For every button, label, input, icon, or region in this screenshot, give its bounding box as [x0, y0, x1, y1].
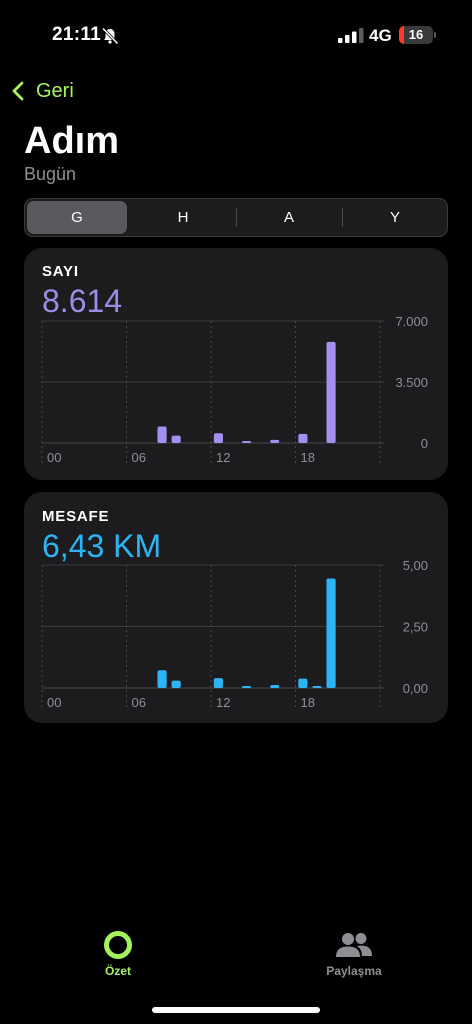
- back-label: Geri: [36, 79, 74, 102]
- bar: [298, 678, 308, 688]
- people-icon: [336, 933, 372, 957]
- activity-ring-icon: [104, 931, 132, 959]
- x-tick-label: 18: [301, 695, 315, 710]
- bar: [270, 685, 280, 688]
- bar: [213, 433, 223, 443]
- steps-value: 8.614: [42, 283, 123, 319]
- battery-fill: [399, 26, 405, 44]
- bar: [213, 678, 223, 688]
- distance-bar-chart: 5,00 2,50 0,00 00 06 12 18: [41, 558, 428, 710]
- x-tick-label: 06: [132, 450, 146, 465]
- x-tick-label: 06: [132, 695, 146, 710]
- segment-divider: [236, 208, 237, 227]
- distance-card[interactable]: MESAFE 6,43 KM 5,00 2,50 0,00 00 06 12 18: [24, 492, 448, 723]
- tab-summary-label: Özet: [104, 964, 131, 978]
- network-type: 4G: [369, 26, 392, 45]
- y-tick-label: 7.000: [395, 314, 428, 329]
- bar: [157, 670, 167, 688]
- bar: [312, 686, 322, 688]
- bar: [171, 435, 181, 443]
- cellular-signal-icon: [338, 28, 364, 43]
- page-title: Adım: [24, 120, 119, 162]
- steps-card-label: SAYI: [42, 263, 79, 280]
- segment-week[interactable]: H: [177, 209, 189, 226]
- bar: [326, 578, 336, 688]
- tab-sharing[interactable]: Paylaşma: [314, 930, 394, 978]
- bar: [298, 433, 308, 443]
- chevron-left-icon: [12, 81, 24, 101]
- y-tick-label: 2,50: [403, 620, 428, 635]
- status-bar: 21:11 4G 16: [0, 0, 472, 70]
- segment-month[interactable]: A: [283, 209, 294, 226]
- x-tick-label: 18: [301, 450, 315, 465]
- bar: [171, 680, 181, 688]
- bell-slash-icon: [101, 27, 119, 45]
- x-tick-label: 12: [216, 450, 230, 465]
- bar: [326, 341, 336, 443]
- tab-summary[interactable]: Özet: [86, 930, 150, 978]
- segment-year[interactable]: Y: [389, 209, 400, 226]
- bar: [241, 441, 252, 443]
- period-segmented-control: G H A Y: [24, 198, 448, 237]
- y-tick-label: 0,00: [403, 681, 428, 696]
- y-tick-label: 5,00: [403, 558, 428, 573]
- bar: [270, 439, 280, 443]
- distance-card-label: MESAFE: [42, 508, 110, 525]
- steps-card[interactable]: SAYI 8.614 7.000 3.500 0 00 06 12 18: [24, 248, 448, 480]
- battery-indicator: 16: [399, 26, 433, 44]
- x-tick-label: 12: [216, 695, 230, 710]
- tab-sharing-label: Paylaşma: [326, 964, 382, 978]
- page-subtitle: Bugün: [24, 164, 77, 184]
- x-tick-label: 00: [47, 450, 61, 465]
- segment-day[interactable]: G: [27, 201, 127, 234]
- back-button[interactable]: Geri: [8, 76, 74, 106]
- bar: [241, 686, 252, 688]
- distance-value: 6,43 KM: [42, 528, 162, 564]
- y-tick-label: 3.500: [395, 375, 428, 390]
- bar: [157, 426, 167, 443]
- battery-cap: [434, 32, 436, 38]
- segment-divider: [342, 208, 343, 227]
- battery-level: 16: [408, 27, 424, 42]
- home-indicator: [152, 1007, 320, 1013]
- x-tick-label: 00: [47, 695, 61, 710]
- status-time: 21:11: [52, 24, 102, 45]
- y-tick-label: 0: [421, 436, 428, 451]
